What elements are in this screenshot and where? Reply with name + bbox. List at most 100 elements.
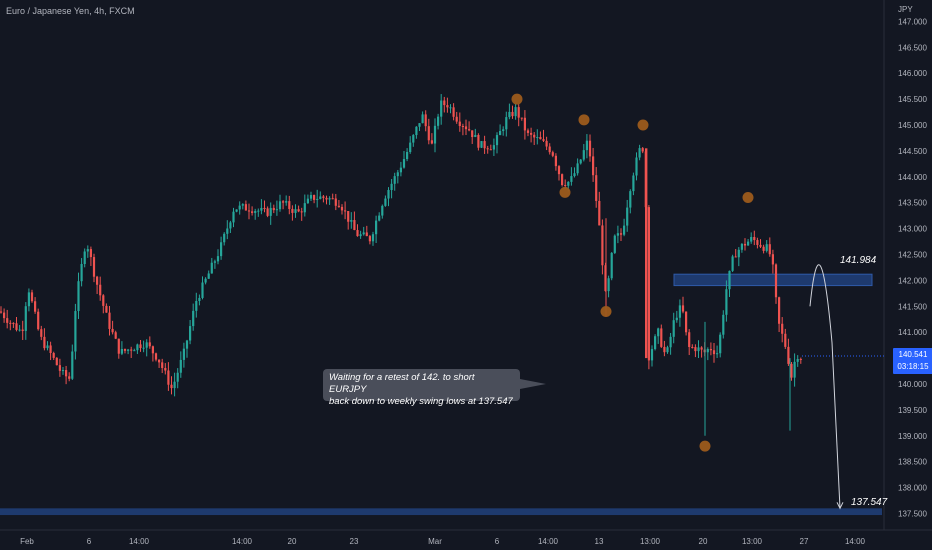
candle-body [666, 347, 669, 353]
candle-body [0, 311, 3, 313]
candle-body [3, 312, 6, 319]
candle-body [27, 292, 30, 307]
x-tick-label: 6 [87, 537, 92, 546]
candle-body [24, 306, 27, 331]
candle-body [263, 207, 266, 209]
candle-body [511, 111, 514, 117]
annotation-note[interactable]: Waiting for a retest of 142. to short EU… [323, 369, 520, 407]
x-tick-label: 6 [495, 537, 500, 546]
candle-body [139, 344, 142, 348]
candle-body [80, 264, 83, 282]
candle-body [359, 234, 362, 237]
candle-body [728, 270, 731, 290]
candle-body [443, 100, 446, 106]
candle-body [260, 207, 263, 211]
candle-body [21, 329, 24, 331]
candle-body [381, 205, 384, 216]
candle-body [660, 328, 663, 347]
candle-body [613, 235, 616, 253]
candle-body [251, 211, 254, 213]
candle-body [89, 249, 92, 258]
candle-body [576, 163, 579, 174]
candle-body [49, 345, 52, 353]
candle-body [356, 230, 359, 237]
candle-body [247, 210, 251, 212]
candle-body [592, 156, 595, 176]
candle-body [325, 197, 328, 200]
candle-body [430, 140, 433, 144]
candle-body [601, 225, 604, 266]
y-tick-label: 145.000 [898, 121, 927, 130]
candle-body [774, 264, 778, 298]
candle-body [368, 236, 371, 242]
candle-body [40, 329, 43, 337]
candle-body [105, 305, 108, 313]
y-tick-label: 143.000 [898, 225, 927, 234]
candle-body [579, 159, 582, 164]
candle-body [406, 152, 409, 160]
candle-body [657, 328, 660, 337]
target-label: 137.547 [851, 497, 888, 508]
candle-body [71, 351, 74, 379]
candle-body [375, 220, 378, 235]
candle-body [74, 311, 77, 352]
candle-body [291, 208, 294, 213]
candle-body [198, 297, 201, 301]
y-tick-label: 147.000 [898, 17, 927, 26]
y-tick-label: 138.500 [898, 458, 927, 467]
candle-body [92, 257, 96, 277]
candle-body [173, 381, 176, 389]
candle-body [207, 273, 210, 279]
y-tick-label: 146.500 [898, 43, 927, 52]
candle-body [288, 201, 291, 209]
candle-body [145, 342, 148, 348]
resistance-zone [673, 273, 873, 287]
y-tick-label: 145.500 [898, 95, 927, 104]
candle-body [539, 137, 542, 140]
candle-body [272, 207, 275, 211]
candle-body [167, 370, 170, 385]
candle-body [629, 191, 632, 208]
candle-body [759, 244, 762, 247]
candle-body [130, 349, 133, 351]
y-tick-label: 142.500 [898, 251, 927, 260]
candle-body [220, 242, 223, 257]
candle-body [464, 126, 468, 130]
candle-body [399, 167, 402, 173]
candle-body [328, 198, 331, 200]
candle-body [452, 107, 455, 117]
candle-body [244, 204, 247, 211]
candle-body [96, 276, 99, 285]
candle-body [641, 148, 644, 152]
candle-body [768, 244, 771, 255]
candle-body [626, 207, 629, 226]
candle-body [148, 342, 151, 347]
candle-body [402, 159, 406, 168]
candle-body [226, 228, 229, 234]
candle-body [654, 336, 657, 350]
last-price-tag[interactable]: 140.541 03:18:15 [893, 348, 932, 374]
candle-body [6, 318, 9, 323]
candle-body [201, 282, 204, 298]
candle-body [254, 211, 257, 213]
swing-marker [578, 114, 590, 126]
candle-body [340, 206, 344, 211]
y-tick-label: 141.500 [898, 302, 927, 311]
candle-body [585, 140, 588, 151]
candle-body [663, 346, 666, 353]
candle-body [765, 244, 768, 251]
candle-body [489, 149, 492, 151]
y-tick-label: 141.000 [898, 328, 927, 337]
candle-body [378, 215, 381, 221]
annotation-line-1: Waiting for a retest of 142. to short EU… [329, 372, 475, 395]
candle-body [257, 210, 260, 212]
swing-marker [559, 186, 571, 198]
candle-body [635, 157, 638, 176]
candle-body [58, 365, 61, 371]
candle-body [269, 207, 272, 216]
candle-body [688, 332, 691, 347]
candle-body [678, 305, 681, 318]
candle-body [530, 132, 533, 135]
candle-body [725, 289, 728, 315]
x-tick-label: 27 [800, 537, 809, 546]
